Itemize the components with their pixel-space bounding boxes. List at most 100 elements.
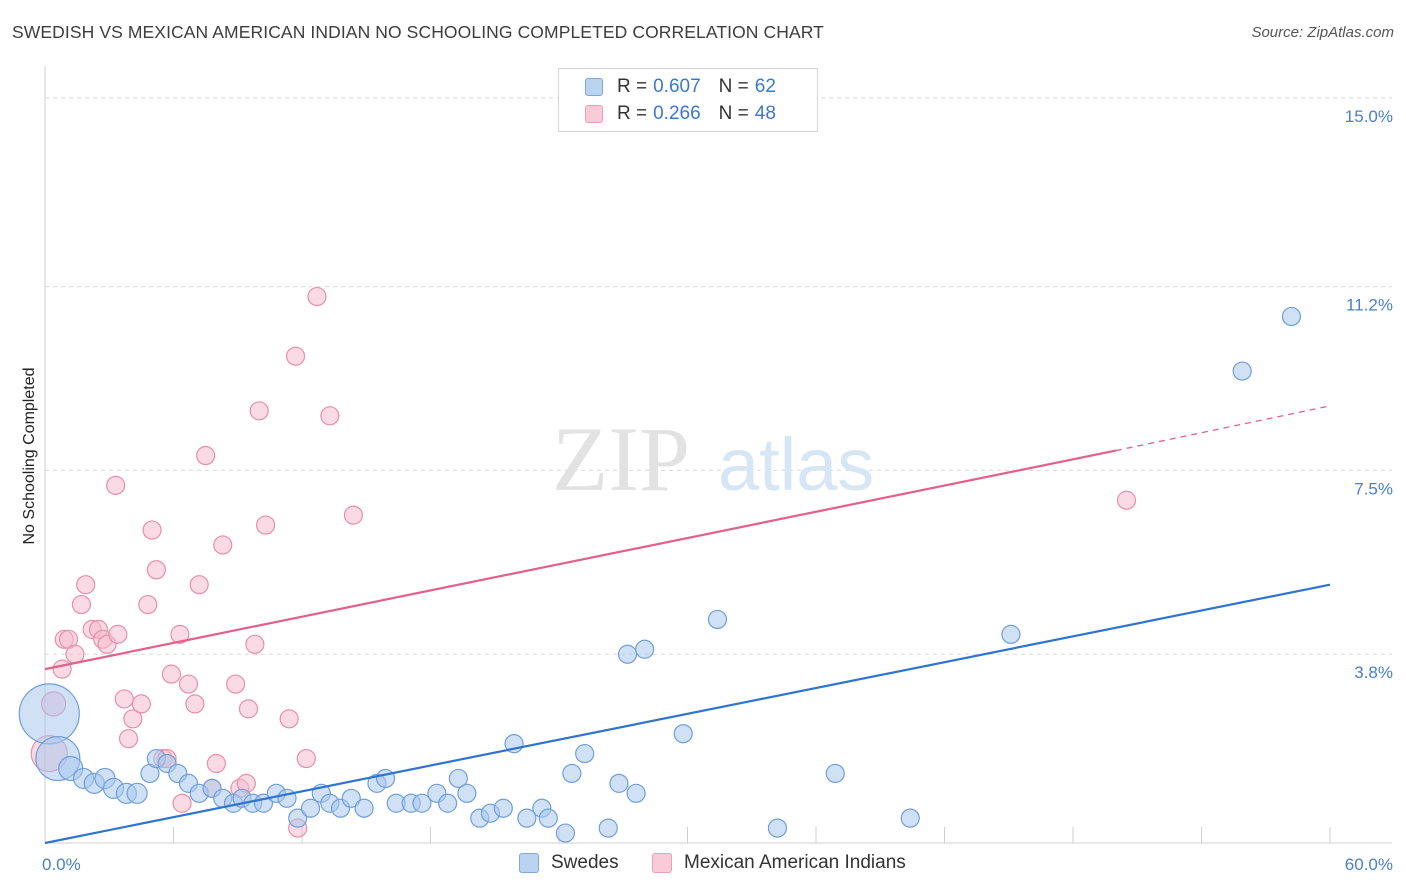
mexican-american-indians-point	[71, 594, 92, 615]
mexican-american-indians-point	[255, 515, 276, 535]
swedes-point	[538, 808, 558, 828]
series-name-swedes: Swedes	[551, 852, 619, 873]
legend-row-swedes: R = 0.607 N = 62	[585, 75, 776, 99]
swedes-point	[448, 768, 468, 789]
swedes-point	[562, 763, 582, 784]
mexican-american-indians-point	[118, 729, 139, 749]
y-tick-label: 7.5%	[1354, 479, 1393, 498]
legend-r-label: R =	[617, 103, 648, 124]
mexican-american-indians-point	[307, 286, 327, 307]
swedes-point	[609, 773, 629, 793]
mexican-american-indians-point	[65, 644, 85, 664]
swedes-point	[707, 609, 728, 630]
mexican-american-indians-point	[238, 699, 259, 719]
series-swatch-blue	[519, 853, 539, 873]
chart-source: Source: ZipAtlas.com	[1251, 24, 1394, 41]
watermark: ZIP atlas	[552, 408, 874, 510]
swedes-point	[300, 798, 321, 818]
mexican-american-indians-point	[114, 689, 134, 709]
swedes-point	[341, 788, 361, 808]
swedes-point	[673, 724, 693, 744]
swedes-point	[493, 798, 513, 818]
mexican-trend-line	[44, 449, 1117, 671]
swedes-point	[126, 782, 148, 804]
mexican-american-indians-point	[52, 659, 72, 679]
swedes-point	[626, 783, 646, 803]
mexican-american-indians-point	[206, 753, 226, 774]
mexican-american-indians-point	[249, 401, 269, 421]
legend-swatch-blue	[585, 78, 603, 96]
mexican-american-indians-point	[226, 674, 246, 694]
mexican-american-indians-point	[131, 694, 151, 714]
legend-n-value: 48	[754, 103, 776, 124]
mexican-american-indians-point	[296, 748, 316, 769]
swedes-point	[457, 783, 477, 803]
swedes-point	[617, 644, 638, 664]
mexican-american-indians-point	[76, 575, 96, 595]
swedes-point	[517, 808, 537, 828]
mexican-american-indians-point	[108, 624, 128, 644]
mexican-american-indians-point	[106, 475, 126, 495]
mexican-american-indians-point	[320, 406, 340, 426]
swedes-point	[900, 808, 920, 828]
swedes-point	[354, 798, 374, 818]
series-name-mexican: Mexican American Indians	[684, 852, 906, 873]
swedes-point	[825, 763, 845, 784]
swedes-points	[18, 306, 1302, 843]
legend-r-value: 0.266	[653, 103, 701, 124]
grid-layer	[45, 97, 1392, 655]
mexican-american-indians-point	[172, 793, 192, 813]
mexican-american-indians-point	[285, 346, 306, 366]
swedes-trend-line	[44, 583, 1331, 845]
series-swatch-pink	[652, 853, 672, 873]
legend-row-mexican: R = 0.266 N = 48	[585, 102, 776, 126]
mexican-american-indians-point	[196, 445, 216, 466]
swedes-point	[412, 793, 432, 813]
series-legend-swedes[interactable]: Swedes	[519, 852, 619, 874]
swedes-point	[1232, 361, 1252, 381]
swedes-point	[575, 743, 595, 764]
swedes-point	[635, 639, 655, 659]
mexican-american-indians-point	[245, 634, 265, 654]
mexican-american-indians-point	[189, 575, 209, 595]
legend-n-value: 62	[754, 76, 776, 97]
swedes-point	[555, 823, 576, 843]
mexican-american-indians-point	[213, 535, 233, 555]
chart-title: SWEDISH VS MEXICAN AMERICAN INDIAN NO SC…	[12, 22, 824, 42]
y-tick-label: 3.8%	[1354, 663, 1393, 682]
y-axis-label: No Schooling Completed	[21, 368, 38, 545]
legend-swatch-pink	[585, 105, 603, 123]
mexican-american-indians-point	[343, 505, 363, 525]
x-tick-label: 60.0%	[1345, 855, 1393, 874]
mexican-american-indians-point	[123, 709, 143, 729]
mexican-american-indians-point	[185, 694, 205, 714]
x-tick-label: 0.0%	[42, 855, 81, 874]
swedes-point	[288, 808, 308, 828]
series-legend-mexican[interactable]: Mexican American Indians	[652, 852, 906, 874]
tick-labels: 3.8% 7.5% 11.2% 15.0% 0.0% 60.0%	[42, 107, 1393, 874]
mexican-american-indians-point	[1116, 490, 1137, 510]
swedes-point	[598, 818, 618, 838]
stats-legend: R = 0.607 N = 62 R = 0.266 N = 48	[558, 68, 818, 132]
legend-n-label: N =	[718, 103, 749, 124]
y-tick-label: 15.0%	[1345, 107, 1393, 126]
legend-r-value: 0.607	[653, 76, 701, 97]
watermark-atlas: atlas	[718, 423, 874, 506]
mexican-american-indians-point	[279, 709, 299, 729]
legend-n-label: N =	[718, 76, 749, 97]
swedes-point	[438, 793, 458, 813]
swedes-point	[375, 768, 396, 789]
y-tick-label: 11.2%	[1346, 296, 1393, 315]
mexican-american-indians-point	[161, 664, 181, 684]
swedes-point	[18, 683, 80, 745]
trend-lines	[44, 405, 1331, 845]
mexican-american-indians-point	[138, 594, 158, 615]
mexican-trend-extension	[1115, 405, 1331, 452]
series-legend: Swedes Mexican American Indians	[0, 852, 1406, 878]
axes-layer	[44, 66, 1392, 844]
mexican-american-indians-point	[170, 624, 190, 644]
mexican-american-indians-point	[142, 520, 162, 540]
mexican-american-indians-point	[178, 674, 199, 694]
mexican-american-indians-point	[146, 560, 166, 580]
legend-r-label: R =	[617, 76, 648, 97]
